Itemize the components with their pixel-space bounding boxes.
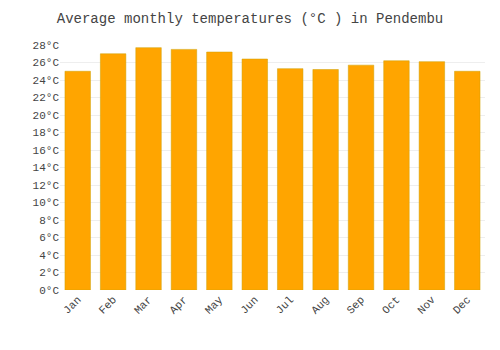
- svg-text:10°C: 10°C: [33, 197, 60, 209]
- svg-text:Mar: Mar: [132, 294, 154, 316]
- svg-text:Jul: Jul: [274, 294, 296, 316]
- svg-text:14°C: 14°C: [33, 162, 60, 174]
- svg-text:Feb: Feb: [97, 294, 119, 316]
- svg-text:4°C: 4°C: [39, 250, 59, 262]
- svg-text:Jun: Jun: [238, 294, 260, 316]
- svg-text:Apr: Apr: [167, 294, 189, 316]
- svg-text:12°C: 12°C: [33, 180, 60, 192]
- svg-text:Jan: Jan: [61, 294, 83, 316]
- svg-text:May: May: [203, 294, 226, 317]
- svg-text:26°C: 26°C: [33, 57, 60, 69]
- svg-text:6°C: 6°C: [39, 232, 59, 244]
- svg-text:16°C: 16°C: [33, 145, 60, 157]
- svg-text:Dec: Dec: [451, 294, 473, 316]
- svg-text:24°C: 24°C: [33, 75, 60, 87]
- svg-text:0°C: 0°C: [39, 285, 59, 297]
- svg-text:22°C: 22°C: [33, 92, 60, 104]
- svg-text:Aug: Aug: [309, 294, 331, 316]
- svg-text:28°C: 28°C: [33, 40, 60, 52]
- svg-text:Nov: Nov: [415, 294, 438, 317]
- svg-text:Oct: Oct: [380, 294, 402, 316]
- svg-text:18°C: 18°C: [33, 127, 60, 139]
- svg-text:8°C: 8°C: [39, 215, 59, 227]
- svg-text:Average monthly temperatures (: Average monthly temperatures (°C ) in Pe…: [57, 11, 443, 27]
- svg-text:Sep: Sep: [345, 294, 367, 316]
- svg-text:2°C: 2°C: [39, 267, 59, 279]
- svg-text:20°C: 20°C: [33, 110, 60, 122]
